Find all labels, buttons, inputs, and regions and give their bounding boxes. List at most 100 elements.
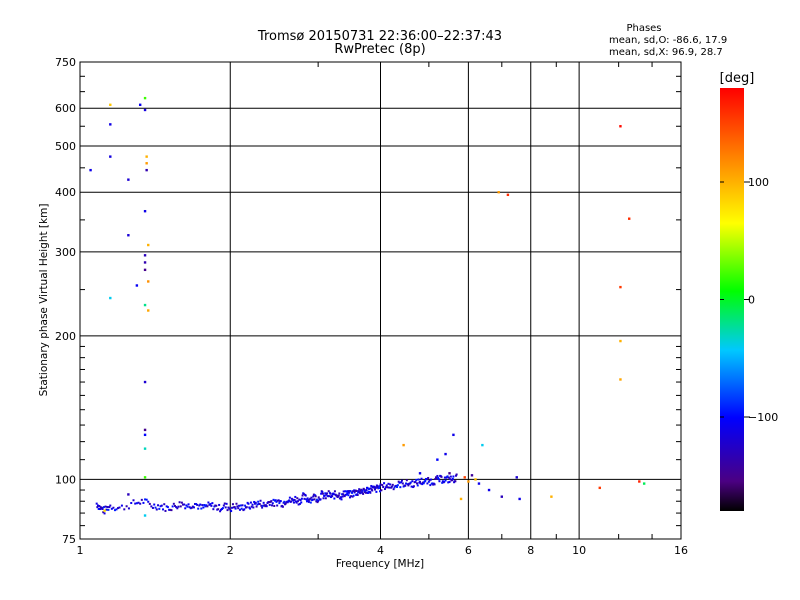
trace-point: [281, 505, 284, 508]
trace-point: [117, 507, 120, 510]
trace-point: [396, 486, 399, 489]
trace-point: [237, 507, 240, 510]
scatter-point: [477, 482, 481, 485]
trace-point: [172, 502, 175, 505]
trace-point: [410, 485, 413, 488]
trace-point: [195, 503, 198, 506]
trace-point: [331, 495, 334, 498]
y-tick-label: 500: [55, 140, 76, 153]
trace-point: [321, 492, 324, 495]
trace-point: [238, 504, 241, 507]
trace-point: [190, 506, 193, 509]
trace-point: [389, 483, 392, 486]
trace-point: [110, 507, 113, 510]
trace-point: [305, 498, 308, 501]
colorbar-ticks: 100 0 −100: [720, 176, 778, 424]
scatter-point: [143, 303, 147, 307]
trace-point: [277, 499, 280, 502]
trace-point: [426, 482, 429, 485]
scatter-point: [89, 168, 92, 172]
trace-point: [238, 508, 241, 511]
trace-point: [434, 476, 437, 479]
trace-point: [236, 505, 239, 508]
trace-point: [354, 489, 357, 492]
trace-point: [106, 506, 109, 509]
trace-point: [123, 508, 126, 511]
trace-point: [155, 508, 158, 511]
trace-point: [166, 506, 169, 509]
trace-point: [168, 508, 171, 511]
scatter-point: [143, 108, 147, 112]
y-axis-label: Stationary phase Virtual Height [km]: [38, 204, 50, 397]
scatter-point: [444, 452, 447, 456]
trace-point: [154, 506, 157, 509]
trace-point: [204, 505, 207, 508]
scatter-point: [143, 514, 147, 517]
trace-point: [290, 500, 293, 503]
trace-point: [276, 504, 279, 507]
trace-point: [329, 496, 332, 499]
trace-point: [339, 497, 342, 500]
trace-point: [452, 475, 455, 478]
scatter-point: [143, 209, 147, 213]
trace-point: [258, 502, 261, 505]
trace-point: [203, 503, 206, 506]
trace-point: [362, 492, 365, 495]
trace-point: [261, 504, 264, 507]
trace-point: [191, 505, 194, 508]
trace-point: [347, 494, 350, 497]
scatter-point: [619, 125, 622, 128]
trace-point: [137, 501, 140, 504]
trace-point: [451, 478, 454, 481]
scatter-point: [147, 243, 150, 247]
trace-point: [164, 509, 167, 512]
trace-point: [147, 500, 150, 503]
trace-point: [355, 493, 358, 496]
trace-point: [443, 480, 446, 483]
trace-point: [158, 507, 161, 510]
trace-point: [352, 490, 355, 493]
trace-point: [376, 484, 379, 487]
trace-point: [248, 506, 251, 509]
trace-point: [319, 498, 322, 501]
trace-point: [323, 494, 326, 497]
trace-point: [98, 505, 101, 508]
trace-point: [417, 478, 420, 481]
trace-point: [321, 491, 324, 494]
trace-point: [101, 508, 104, 511]
scatter-point: [143, 96, 147, 100]
trace-point: [256, 503, 259, 506]
trace-point: [235, 502, 238, 505]
trace-point: [422, 482, 425, 485]
scatter-point: [127, 493, 130, 496]
trace-point: [379, 483, 382, 486]
trace-point: [407, 484, 410, 487]
trace-point: [140, 498, 143, 501]
y-tick-label: 75: [62, 533, 76, 546]
trace-point: [329, 492, 332, 495]
trace-point: [382, 486, 385, 489]
trace-point: [449, 478, 452, 481]
trace-point: [351, 491, 354, 494]
x-tick-label: 16: [674, 544, 688, 557]
trace-point: [416, 484, 419, 487]
scatter-point: [463, 476, 466, 479]
trace-point: [97, 507, 100, 510]
trace-point: [249, 507, 252, 510]
scatter-point: [487, 488, 491, 492]
trace-point: [298, 502, 301, 505]
trace-point: [315, 500, 318, 503]
trace-point: [375, 490, 378, 493]
trace-point: [142, 501, 145, 504]
trace-point: [194, 502, 197, 505]
trace-point: [251, 503, 254, 506]
trace-point: [196, 503, 199, 506]
trace-point: [315, 498, 318, 501]
trace-point: [224, 506, 227, 509]
trace-point: [135, 502, 138, 505]
trace-point: [325, 493, 328, 496]
trace-point: [259, 499, 262, 502]
trace-point: [434, 478, 437, 481]
trace-point: [361, 489, 364, 492]
scatter-point: [109, 123, 112, 126]
